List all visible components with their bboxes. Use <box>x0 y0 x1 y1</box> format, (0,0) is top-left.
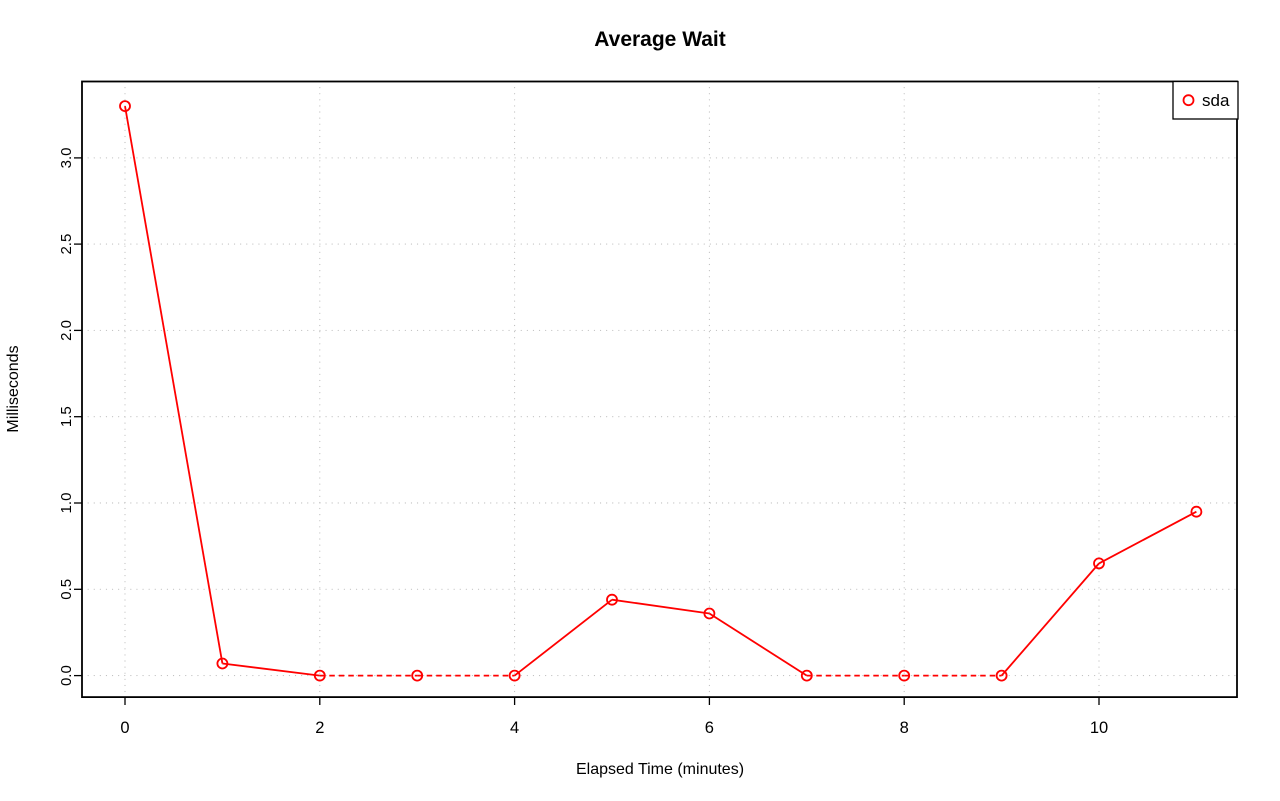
svg-text:8: 8 <box>900 719 909 737</box>
svg-text:Elapsed Time (minutes): Elapsed Time (minutes) <box>576 761 744 778</box>
svg-text:1.5: 1.5 <box>58 406 75 427</box>
svg-text:0: 0 <box>120 719 129 737</box>
svg-text:sda: sda <box>1202 91 1230 110</box>
svg-text:2.5: 2.5 <box>58 234 75 255</box>
svg-text:Milliseconds: Milliseconds <box>5 345 22 432</box>
svg-text:0.5: 0.5 <box>58 579 75 600</box>
svg-text:6: 6 <box>705 719 714 737</box>
svg-text:3.0: 3.0 <box>58 147 75 168</box>
svg-text:Average Wait: Average Wait <box>594 28 726 51</box>
svg-text:10: 10 <box>1090 719 1108 737</box>
svg-text:4: 4 <box>510 719 519 737</box>
svg-text:2: 2 <box>315 719 324 737</box>
svg-text:0.0: 0.0 <box>58 665 75 686</box>
svg-text:1.0: 1.0 <box>58 493 75 514</box>
svg-text:2.0: 2.0 <box>58 320 75 341</box>
